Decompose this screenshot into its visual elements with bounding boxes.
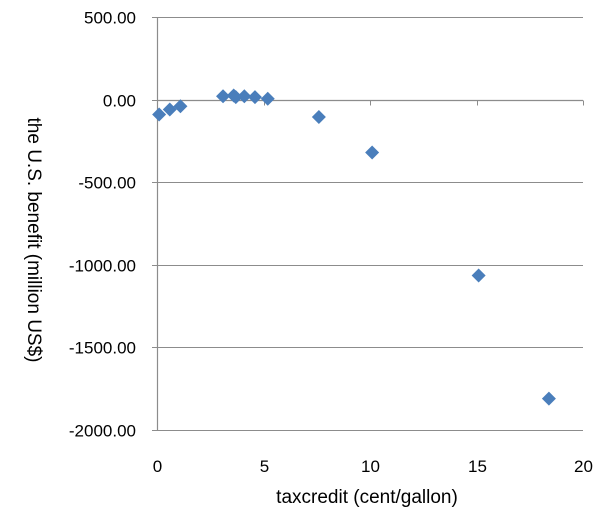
y-tick-label: -2000.00 — [69, 422, 136, 441]
data-point — [311, 109, 326, 124]
x-axis-label: taxcredit (cent/gallon) — [276, 487, 458, 508]
axes — [152, 17, 584, 431]
data-point — [237, 89, 252, 104]
y-tick-label: -1000.00 — [69, 257, 136, 276]
y-tick-label: -500.00 — [78, 174, 136, 193]
data-points — [152, 88, 556, 406]
x-tick-label: 0 — [153, 457, 162, 476]
data-point — [228, 90, 243, 105]
data-point — [471, 268, 486, 283]
data-point — [365, 145, 380, 160]
data-point — [162, 102, 177, 117]
x-tick-label: 10 — [361, 457, 380, 476]
tick-labels: 500.00 0.00 -500.00 -1000.00 -1500.00 -2000.0… — [69, 9, 593, 477]
x-tick-label: 20 — [574, 457, 593, 476]
data-point — [173, 99, 188, 114]
y-tick-label: 0.00 — [103, 92, 136, 111]
data-point — [247, 90, 262, 105]
data-point — [260, 91, 275, 106]
y-tick-label: 500.00 — [84, 9, 136, 28]
data-point — [216, 89, 231, 104]
y-tick-label: -1500.00 — [69, 339, 136, 358]
data-point — [541, 391, 556, 406]
x-tick-label: 15 — [468, 457, 487, 476]
x-tick-label: 5 — [260, 457, 269, 476]
data-point — [152, 107, 167, 122]
gridlines — [157, 17, 583, 431]
y-axis-label: the U.S. benefit (million US$) — [23, 118, 44, 363]
